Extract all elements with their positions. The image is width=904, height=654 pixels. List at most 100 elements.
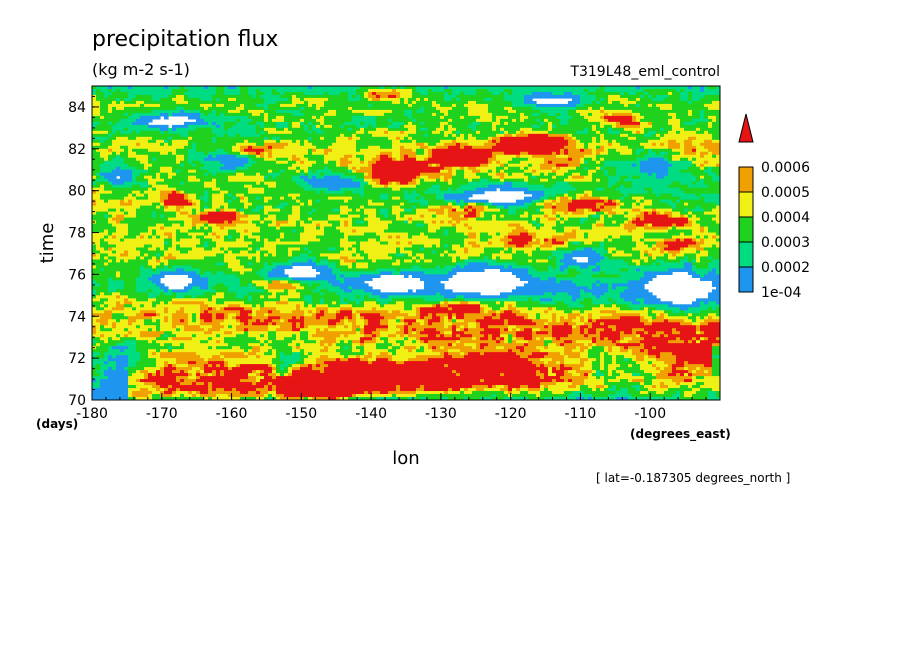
field-cell (244, 115, 249, 120)
field-cell (192, 112, 197, 117)
field-cell (636, 109, 641, 114)
precipitation-field (92, 86, 720, 400)
field-cell (388, 86, 393, 90)
field-cell (200, 97, 205, 102)
field-cell (308, 118, 313, 123)
field-cell (444, 109, 449, 114)
field-cell (568, 118, 573, 123)
field-cell (492, 118, 497, 123)
field-cell (324, 86, 329, 90)
field-cell (620, 86, 625, 90)
field-cell (184, 94, 189, 99)
field-cell (120, 91, 125, 96)
field-cell (472, 88, 477, 93)
field-cell (380, 118, 385, 123)
field-cell (236, 88, 241, 93)
field-cell (524, 103, 529, 108)
field-cell (656, 97, 661, 102)
field-cell (608, 112, 613, 117)
field-cell (300, 115, 305, 120)
field-cell (260, 112, 265, 117)
field-cell (584, 97, 589, 102)
field-cell (632, 118, 637, 123)
field-cell (680, 109, 685, 114)
field-cell (148, 118, 153, 123)
field-cell (312, 88, 317, 93)
field-cell (204, 112, 209, 117)
field-cell (692, 115, 697, 120)
field-cell (348, 112, 353, 117)
field-cell (148, 103, 153, 108)
field-cell (136, 112, 141, 117)
field-cell (680, 88, 685, 93)
field-cell (300, 97, 305, 102)
field-cell (348, 118, 353, 123)
field-cell (444, 100, 449, 105)
field-cell (436, 112, 441, 117)
field-cell (332, 121, 337, 126)
field-cell (580, 106, 585, 111)
field-cell (228, 118, 233, 123)
field-cell (552, 86, 557, 90)
field-cell (420, 103, 425, 108)
field-cell (640, 106, 645, 111)
field-cell (160, 91, 165, 96)
field-cell (156, 115, 161, 120)
field-cell (172, 86, 177, 90)
field-cell (200, 109, 205, 114)
field-cell (352, 115, 357, 120)
field-cell (232, 121, 237, 126)
field-cell (600, 91, 605, 96)
field-cell (380, 109, 385, 114)
field-cell (100, 86, 105, 90)
field-cell (316, 91, 321, 96)
field-cell (424, 103, 429, 108)
field-cell (284, 100, 289, 105)
field-cell (528, 109, 533, 114)
field-cell (520, 118, 525, 123)
field-cell (168, 88, 173, 93)
field-cell (168, 86, 173, 90)
field-cell (424, 91, 429, 96)
field-cell (504, 112, 509, 117)
field-cell (468, 91, 473, 96)
field-cell (660, 109, 665, 114)
field-cell (108, 97, 113, 102)
field-cell (196, 91, 201, 96)
field-cell (412, 121, 417, 126)
field-cell (136, 97, 141, 102)
field-cell (248, 88, 253, 93)
field-cell (528, 118, 533, 123)
field-cell (292, 91, 297, 96)
field-cell (196, 103, 201, 108)
field-cell (420, 91, 425, 96)
field-cell (708, 118, 713, 123)
field-cell (472, 86, 477, 90)
field-cell (680, 115, 685, 120)
field-cell (120, 118, 125, 123)
field-cell (560, 112, 565, 117)
field-cell (248, 91, 253, 96)
field-cell (120, 121, 125, 126)
field-cell (196, 121, 201, 126)
field-cell (608, 94, 613, 99)
field-cell (560, 118, 565, 123)
field-cell (524, 100, 529, 105)
field-cell (344, 91, 349, 96)
field-cell (348, 121, 353, 126)
field-cell (392, 109, 397, 114)
field-cell (704, 100, 709, 105)
field-cell (416, 86, 421, 90)
field-cell (488, 100, 493, 105)
field-cell (640, 91, 645, 96)
field-cell (468, 100, 473, 105)
field-cell (604, 91, 609, 96)
field-cell (132, 100, 137, 105)
field-cell (360, 97, 365, 102)
field-cell (676, 115, 681, 120)
field-cell (408, 103, 413, 108)
field-cell (256, 94, 261, 99)
field-cell (464, 91, 469, 96)
field-cell (504, 118, 509, 123)
field-cell (708, 112, 713, 117)
